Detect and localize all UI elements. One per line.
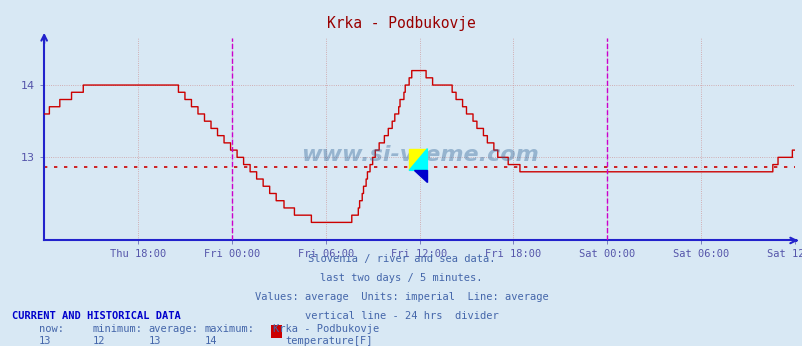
Text: vertical line - 24 hrs  divider: vertical line - 24 hrs divider	[304, 311, 498, 321]
Text: Slovenia / river and sea data.: Slovenia / river and sea data.	[307, 254, 495, 264]
Text: 13: 13	[38, 336, 51, 346]
Text: now:: now:	[38, 324, 63, 334]
Text: maximum:: maximum:	[205, 324, 254, 334]
Text: 12: 12	[92, 336, 105, 346]
Text: 14: 14	[205, 336, 217, 346]
Text: Values: average  Units: imperial  Line: average: Values: average Units: imperial Line: av…	[254, 292, 548, 302]
Text: Krka - Podbukovje: Krka - Podbukovje	[326, 16, 476, 30]
Text: 13: 13	[148, 336, 161, 346]
Polygon shape	[409, 149, 427, 170]
Text: CURRENT AND HISTORICAL DATA: CURRENT AND HISTORICAL DATA	[12, 311, 180, 321]
Text: average:: average:	[148, 324, 198, 334]
Text: www.si-vreme.com: www.si-vreme.com	[300, 145, 538, 165]
Text: temperature[F]: temperature[F]	[286, 336, 373, 346]
Text: minimum:: minimum:	[92, 324, 142, 334]
Polygon shape	[414, 170, 427, 182]
Text: Krka - Podbukovje: Krka - Podbukovje	[273, 324, 379, 334]
Text: last two days / 5 minutes.: last two days / 5 minutes.	[320, 273, 482, 283]
Polygon shape	[409, 149, 427, 170]
